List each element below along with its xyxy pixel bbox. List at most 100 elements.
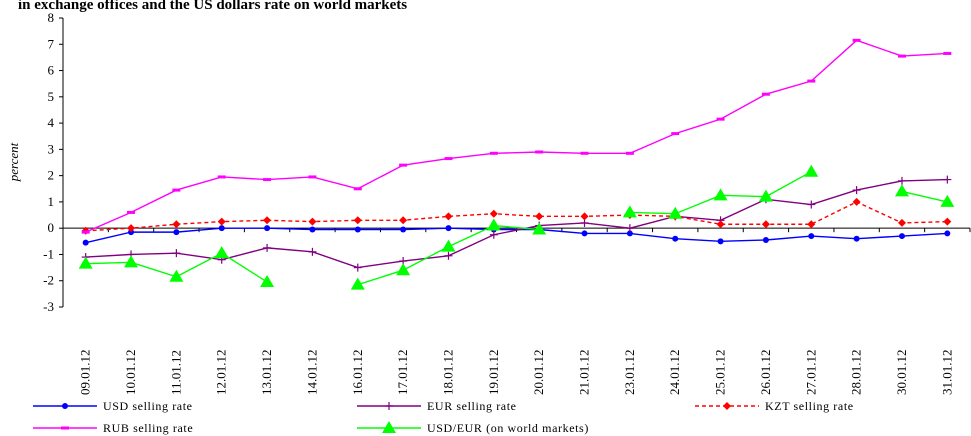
data-point — [214, 246, 229, 259]
data-point — [535, 212, 544, 221]
data-point — [532, 222, 547, 235]
series-3 — [81, 38, 952, 234]
data-point — [807, 220, 816, 229]
legend-label: RUB selling rate — [103, 421, 193, 435]
data-point — [852, 38, 861, 42]
legend-item-0: USD selling rate — [33, 399, 193, 413]
data-point — [385, 402, 393, 410]
data-point — [172, 249, 181, 258]
series-layer — [78, 38, 955, 290]
series-2 — [81, 197, 952, 235]
x-tick-label: 27.01.12 — [803, 350, 818, 396]
axes: 8 7 6 5 4 3 2 1 0 -1 -2 -3 09.01.12 10.01.12 11.01.12 1… — [43, 10, 971, 396]
data-point — [353, 216, 362, 225]
data-point — [625, 224, 634, 233]
data-point — [804, 164, 819, 177]
data-point — [444, 251, 453, 260]
data-point — [940, 194, 955, 207]
data-point — [260, 275, 275, 288]
data-point — [396, 263, 411, 276]
legend-item-4: USD/EUR (on world markets) — [357, 421, 589, 435]
data-point — [217, 217, 226, 226]
data-point — [61, 426, 69, 430]
data-point — [354, 226, 361, 233]
y-tick-label: 6 — [48, 63, 55, 78]
y-tick-label: 4 — [48, 115, 55, 130]
data-point — [626, 230, 633, 237]
data-point — [897, 218, 906, 227]
legend-item-1: EUR selling rate — [357, 399, 516, 413]
x-tick-label: 20.01.12 — [531, 350, 546, 396]
x-tick-label: 26.01.12 — [758, 350, 773, 396]
data-point — [172, 188, 181, 192]
data-point — [853, 235, 860, 242]
data-point — [622, 205, 637, 218]
data-point — [382, 421, 396, 433]
y-tick-label: 0 — [48, 220, 55, 235]
x-tick-label: 23.01.12 — [622, 350, 637, 396]
data-point — [761, 92, 770, 96]
legend-label: USD selling rate — [103, 399, 193, 413]
data-point — [581, 230, 588, 237]
data-point — [943, 217, 952, 226]
data-point — [81, 230, 90, 234]
y-tick-label: -3 — [43, 299, 54, 314]
data-point — [894, 184, 909, 197]
data-point — [127, 210, 136, 214]
legend-item-3: RUB selling rate — [33, 421, 193, 435]
data-point — [62, 403, 68, 409]
data-point — [445, 225, 452, 232]
legend-item-2: KZT selling rate — [695, 399, 854, 413]
data-point — [309, 226, 316, 233]
data-point — [762, 237, 769, 244]
data-point — [713, 188, 728, 201]
data-point — [716, 117, 725, 121]
data-point — [897, 54, 906, 58]
data-point — [672, 235, 679, 242]
data-point — [489, 209, 498, 218]
x-tick-label: 17.01.12 — [395, 350, 410, 396]
data-point — [808, 233, 815, 240]
y-tick-label: 5 — [48, 89, 55, 104]
data-point — [716, 220, 725, 229]
y-axis-label: percent — [6, 142, 21, 182]
data-point — [444, 157, 453, 161]
x-tick-label: 09.01.12 — [78, 350, 93, 396]
x-tick-label: 16.01.12 — [350, 350, 365, 396]
data-point — [308, 247, 317, 256]
y-tick-label: 1 — [48, 194, 55, 209]
data-point — [897, 176, 906, 185]
series-line — [85, 201, 948, 232]
x-tick-label: 24.01.12 — [667, 350, 682, 396]
data-point — [489, 151, 498, 155]
data-point — [444, 212, 453, 221]
data-point — [943, 175, 952, 184]
data-point — [580, 212, 589, 221]
data-point — [489, 230, 498, 239]
data-point — [127, 224, 136, 233]
data-point — [486, 218, 501, 231]
series-4 — [78, 164, 955, 290]
data-point — [807, 79, 816, 83]
data-point — [308, 217, 317, 226]
x-tick-label: 11.01.12 — [168, 350, 183, 395]
data-point — [580, 151, 589, 155]
data-point — [263, 216, 272, 225]
data-point — [668, 206, 683, 219]
x-tick-label: 12.01.12 — [214, 350, 229, 396]
legend-label: USD/EUR (on world markets) — [427, 421, 589, 435]
legend-label: KZT selling rate — [765, 399, 854, 413]
x-tick-label: 31.01.12 — [939, 350, 954, 396]
chart-title: in exchange offices and the US dollars r… — [18, 0, 407, 13]
data-point — [943, 51, 952, 55]
data-point — [898, 233, 905, 240]
x-tick-label: 28.01.12 — [849, 350, 864, 396]
y-tick-label: -2 — [43, 273, 54, 288]
data-point — [758, 189, 773, 202]
y-tick-label: 7 — [48, 36, 55, 51]
x-tick-label: 14.01.12 — [304, 350, 319, 396]
data-point — [852, 197, 861, 206]
series-line — [85, 178, 948, 269]
data-point — [78, 256, 93, 269]
x-tick-label: 18.01.12 — [440, 350, 455, 396]
